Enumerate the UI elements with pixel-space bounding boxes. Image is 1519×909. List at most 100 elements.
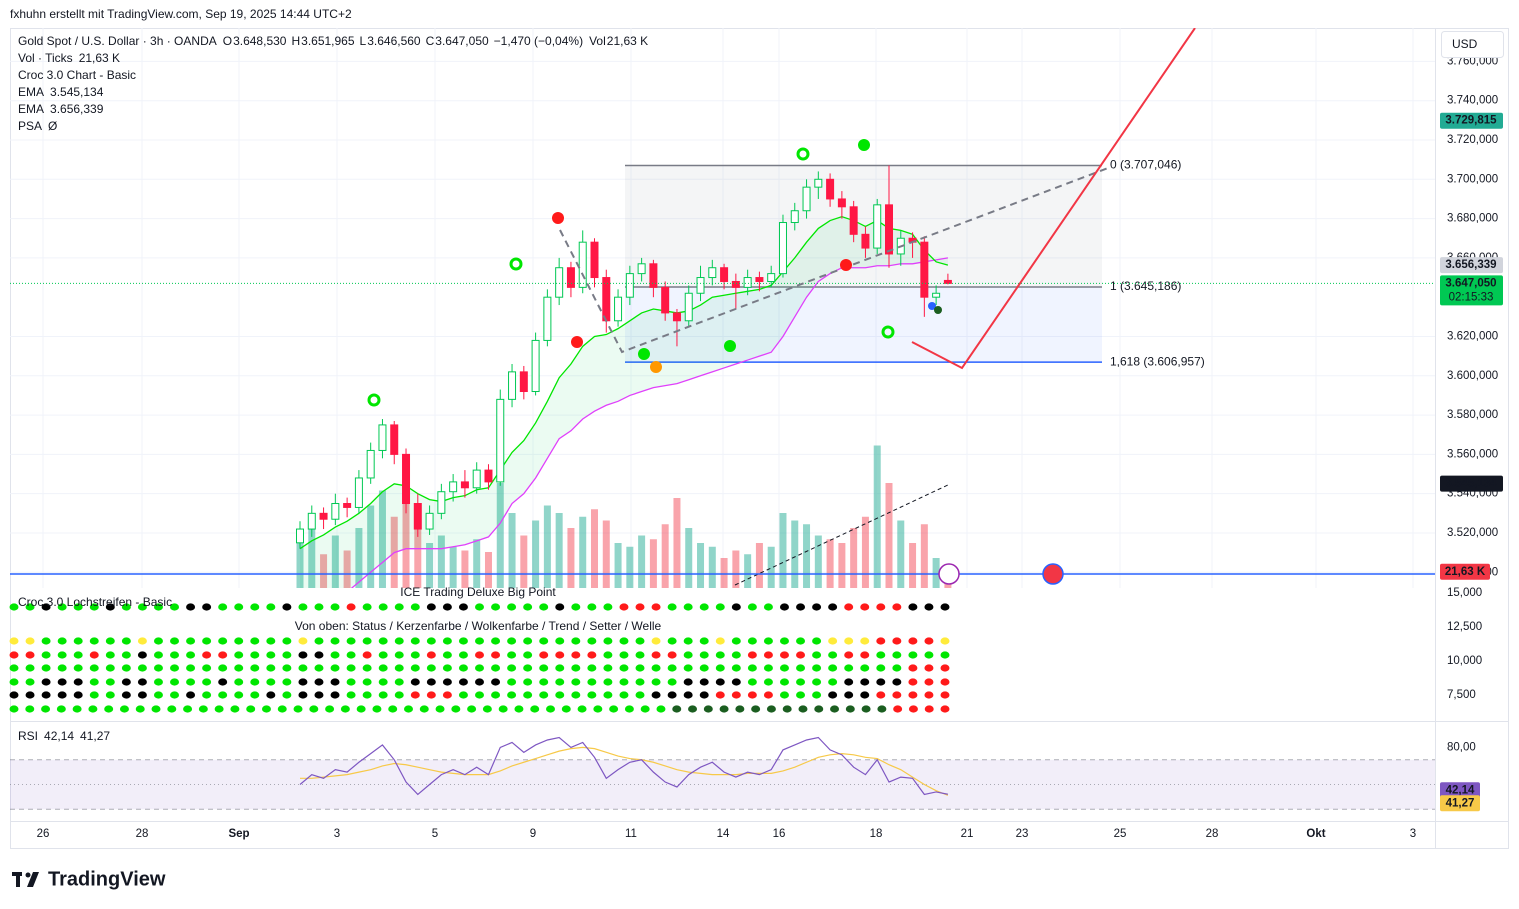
status-dot [507,678,517,686]
status-dot [779,637,789,645]
status-dot [121,678,131,686]
volume-bar [461,550,469,588]
status-dot [715,664,725,672]
status-dot [410,678,420,686]
status-dot [683,664,693,672]
price-badge-label: 3.545,134 [1445,478,1497,490]
status-dot [571,664,581,672]
status-dot [330,664,340,672]
status-dot [555,664,565,672]
axes: 3.760,000 3.740,000 3.720,000 3.700,000 3.68… [37,55,1503,840]
status-dot [41,664,51,672]
status-dot [779,691,789,699]
candle-body [625,273,634,298]
event-icon[interactable] [1042,563,1064,585]
status-dot [218,651,228,659]
status-dot [683,651,693,659]
status-dot [747,603,757,611]
volume-bar [744,554,752,588]
status-dot [539,664,549,672]
candle-body [378,424,387,451]
status-dot [41,691,51,699]
status-dot [908,678,918,686]
status-dot [73,651,83,659]
status-dot [766,705,776,713]
x-tick-label: 28 [136,828,149,840]
status-dot [924,664,934,672]
status-dot [410,651,420,659]
candle-body [343,503,352,508]
status-dot [555,637,565,645]
candle-body [767,273,776,282]
status-dot [940,664,950,672]
status-dot [186,603,196,611]
status-dot [346,603,356,611]
status-dot [656,705,666,713]
status-dot [105,678,115,686]
signal [552,212,564,224]
volume-bar [685,528,693,588]
status-dot [814,705,824,713]
status-dot [467,705,477,713]
status-dot [587,678,597,686]
fib-label: 1 (3.645,186) [1110,279,1181,293]
status-dot [314,651,324,659]
status-dot [523,637,533,645]
status-dot [246,705,256,713]
projection-line [911,28,1196,370]
x-tick-label: Sep [228,828,249,840]
status-dot [426,603,436,611]
volume-bar [861,516,869,588]
status-dot [57,637,67,645]
status-dot [731,678,741,686]
currency-button[interactable] [1441,31,1504,58]
status-dot [314,678,324,686]
volume-bar [567,528,575,588]
candle-body [637,263,646,275]
status-dot [458,678,468,686]
volume-bar [355,528,363,588]
volume-bar [897,520,905,588]
y-tick-label: 3.680,000 [1447,213,1498,225]
legend-text: 3.545,134 [50,85,104,99]
status-dot [908,651,918,659]
currency[interactable]: USD [1452,37,1478,51]
status-dot [828,691,838,699]
price-badge [1440,112,1503,129]
legend-text: 3.647,050 [435,34,489,48]
volume-bar [673,498,681,588]
legend-text: PSA [18,119,42,133]
legend-text: Ø [48,119,57,133]
status-dot [844,637,854,645]
status-dot [419,705,429,713]
candle-body [555,267,564,298]
status-dot [844,664,854,672]
status-dot [876,691,886,699]
legend-text: C [426,34,435,48]
volume-bar [697,543,705,588]
status-dot [362,637,372,645]
status-dot [507,664,517,672]
status-dot [218,664,228,672]
status-dot [330,603,340,611]
status-dot [491,651,501,659]
status-dot [202,678,212,686]
logo: TradingView [12,868,166,890]
volume-bar [873,445,881,588]
candle-body [484,469,493,483]
candle-body [920,241,929,298]
status-dot [105,651,115,659]
status-dot [89,603,99,611]
logo-mark [25,872,31,878]
legend-text: L [360,34,367,48]
status-dot [877,705,887,713]
status-dot [860,678,870,686]
status-dot [218,603,228,611]
status-dot [309,705,319,713]
status-dot [261,705,271,713]
status-dot [619,603,629,611]
event-icon[interactable] [938,563,960,585]
status-dot [683,691,693,699]
status-dot [25,705,35,713]
status-dot [234,691,244,699]
